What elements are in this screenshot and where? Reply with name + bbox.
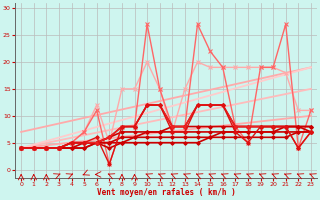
X-axis label: Vent moyen/en rafales ( km/h ): Vent moyen/en rafales ( km/h ) — [97, 188, 236, 197]
